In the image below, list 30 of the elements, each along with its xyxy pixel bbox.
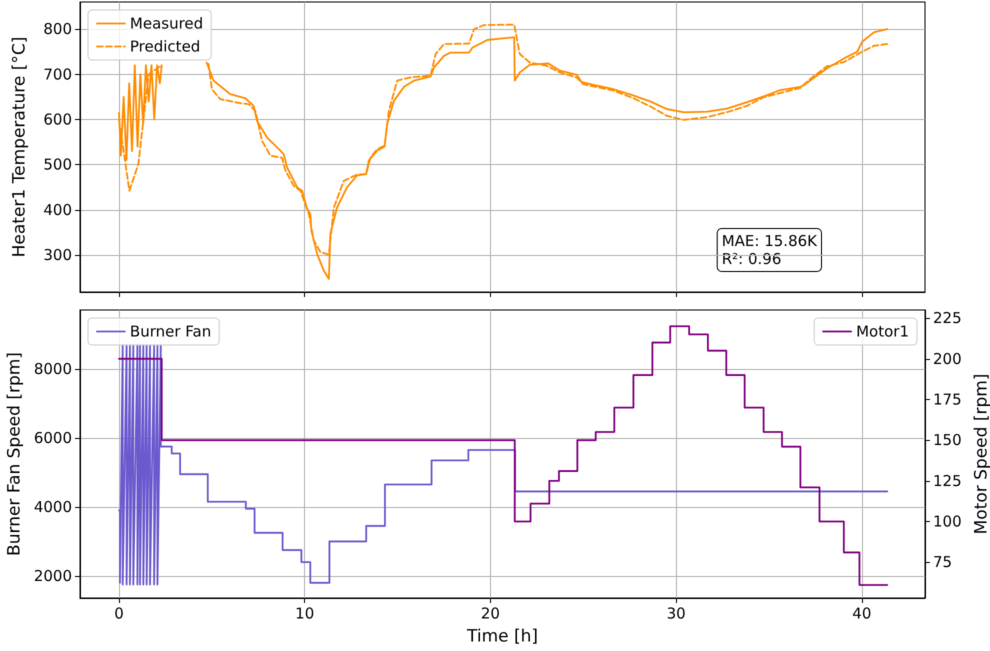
legend-label: Burner Fan [130,322,212,340]
legend-label: Predicted [130,38,200,56]
y-tick-label: 2000 [34,566,72,585]
y-tick-label: 400 [43,200,72,219]
y-tick-label: 600 [43,110,72,128]
y-tick-label: 8000 [34,360,72,378]
y2-tick-label: 100 [933,512,962,531]
y-tick-label: 6000 [34,428,72,447]
y-tick-label: 800 [43,20,72,38]
y2-tick-label: 75 [933,553,952,572]
x-tick-label: 0 [114,604,124,622]
y2-tick-label: 200 [933,350,962,368]
y2-tick-label: 125 [933,472,962,490]
y2-axis-title: Motor Speed [rpm] [972,374,990,534]
y-axis-title: Burner Fan Speed [rpm] [4,352,24,556]
y2-tick-label: 150 [933,431,962,450]
x-tick-label: 10 [295,604,314,622]
legend-label: Measured [130,14,204,32]
y-tick-label: 700 [43,65,72,84]
x-tick-label: 40 [852,604,872,622]
y-tick-label: 500 [43,156,72,174]
y-axis-title: Heater1 Temperature [°C] [10,36,30,258]
legend-label: Motor1 [856,322,909,340]
y2-tick-label: 225 [933,309,962,328]
x-tick-label: 20 [480,604,500,622]
y-tick-label: 4000 [34,498,72,516]
x-axis-title: Time [h] [466,626,538,646]
y-tick-label: 300 [43,246,72,264]
x-tick-label: 30 [666,604,686,622]
y2-tick-label: 175 [933,390,962,408]
